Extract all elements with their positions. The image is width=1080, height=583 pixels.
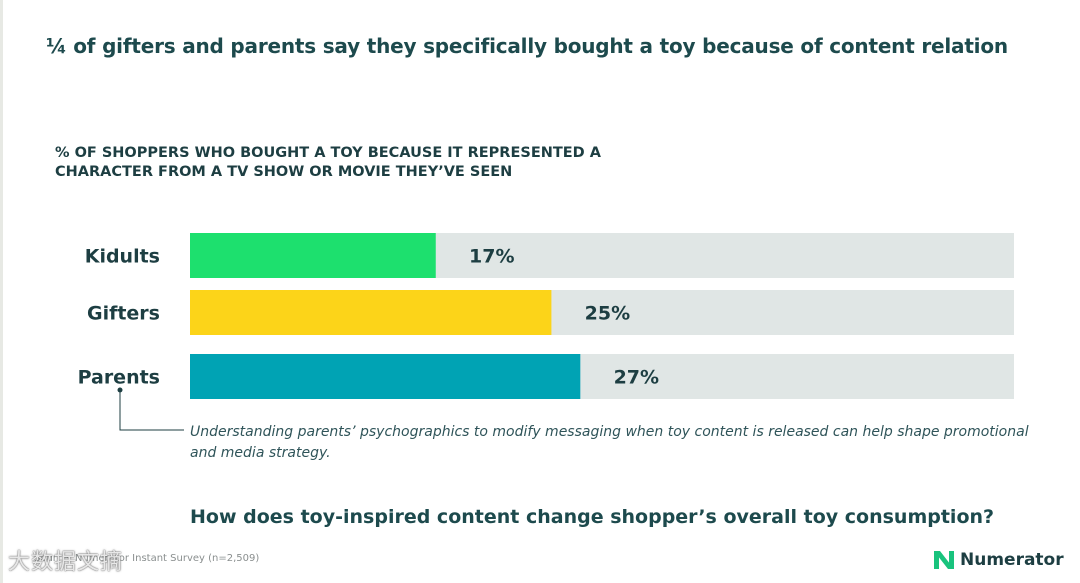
parents-callout-text: Understanding parents’ psychographics to… xyxy=(190,424,1029,461)
value-label-parents: 27% xyxy=(614,367,659,389)
source-note: Source: Numerator Instant Survey (n=2,50… xyxy=(34,553,260,564)
chart-subtitle: % OF SHOPPERS WHO BOUGHT A TOY BECAUSE I… xyxy=(55,145,601,180)
value-label-kidults: 17% xyxy=(469,246,514,268)
bar-kidults xyxy=(190,233,436,278)
value-label-gifters: 25% xyxy=(585,303,630,325)
bar-parents xyxy=(190,354,581,399)
section-question: How does toy-inspired content change sho… xyxy=(190,506,995,528)
category-label-kidults: Kidults xyxy=(85,246,160,268)
category-label-parents: Parents xyxy=(78,367,160,389)
numerator-n-logo-icon xyxy=(934,551,954,569)
category-label-gifters: Gifters xyxy=(87,303,160,325)
callout-connector-line xyxy=(119,390,184,431)
page-title: ¼ of gifters and parents say they specif… xyxy=(46,34,1008,58)
brand-name: Numerator xyxy=(960,550,1064,570)
watermark-text: 大数据文摘 xyxy=(8,550,124,575)
bar-gifters xyxy=(190,290,552,335)
left-edge-rule xyxy=(0,0,3,583)
numerator-logo: Numerator xyxy=(934,548,1064,572)
